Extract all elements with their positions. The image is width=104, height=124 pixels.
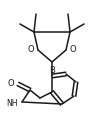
Text: NH: NH [6,98,18,108]
Text: B: B [49,66,55,75]
Text: O: O [27,46,34,55]
Text: O: O [7,78,14,88]
Text: O: O [70,46,77,55]
